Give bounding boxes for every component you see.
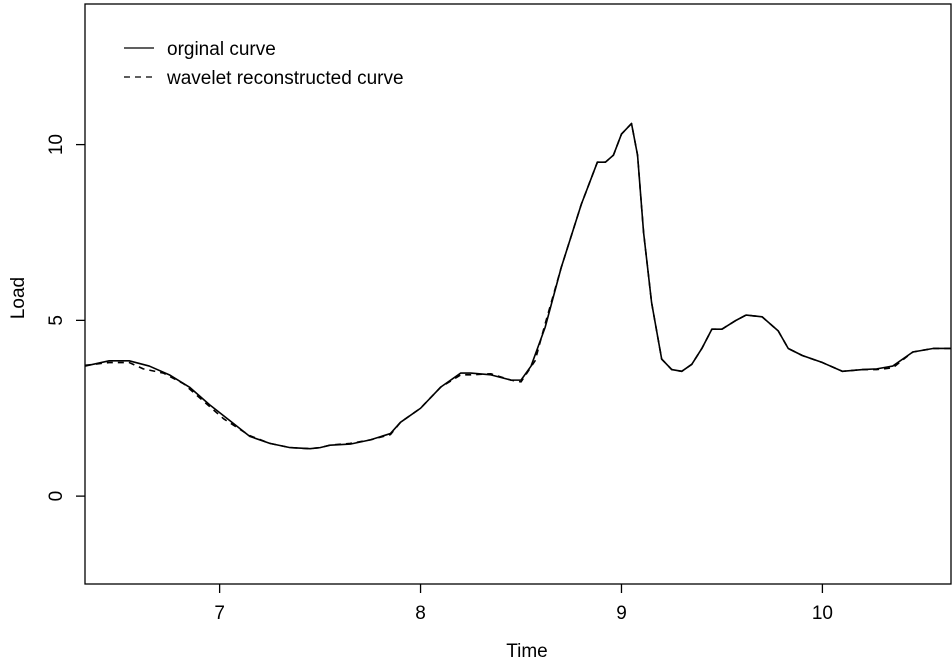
x-axis-label: Time [506, 641, 548, 662]
x-tick-label-10: 10 [812, 603, 833, 624]
y-tick-label-10: 10 [46, 134, 67, 155]
y-axis-label: Load [8, 277, 29, 319]
x-tick-label-7: 7 [214, 603, 225, 624]
legend-label-original: orginal curve [167, 39, 276, 60]
x-axis: 7 8 9 10 [214, 584, 833, 624]
legend: orginal curve wavelet reconstructed curv… [124, 39, 404, 89]
legend-label-wavelet: wavelet reconstructed curve [166, 68, 404, 89]
y-axis: 0 5 10 [46, 134, 85, 501]
series-line-wavelet [85, 122, 951, 450]
y-tick-label-0: 0 [46, 491, 67, 502]
y-tick-label-5: 5 [46, 315, 67, 326]
plot-frame [84, 3, 952, 585]
x-tick-label-8: 8 [415, 603, 426, 624]
x-tick-label-9: 9 [616, 603, 627, 624]
series-line-original [85, 122, 951, 450]
plot-area [85, 122, 951, 450]
